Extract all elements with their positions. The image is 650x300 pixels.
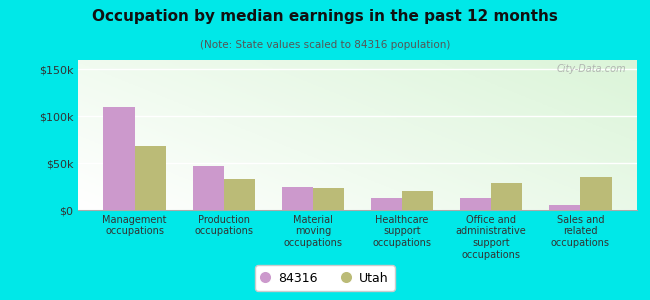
Text: (Note: State values scaled to 84316 population): (Note: State values scaled to 84316 popu… [200, 40, 450, 50]
Bar [580, 177, 612, 210]
Bar [402, 191, 434, 210]
Bar [313, 188, 344, 210]
Bar [460, 198, 491, 210]
Bar [281, 187, 313, 210]
Text: City-Data.com: City-Data.com [556, 64, 626, 74]
Bar [103, 107, 135, 210]
Bar [224, 179, 255, 210]
Bar [135, 146, 166, 210]
Bar [192, 166, 224, 210]
Legend: 84316, Utah: 84316, Utah [255, 265, 395, 291]
Bar [491, 183, 523, 210]
Text: Occupation by median earnings in the past 12 months: Occupation by median earnings in the pas… [92, 9, 558, 24]
Bar [549, 205, 580, 210]
Bar [371, 198, 402, 210]
